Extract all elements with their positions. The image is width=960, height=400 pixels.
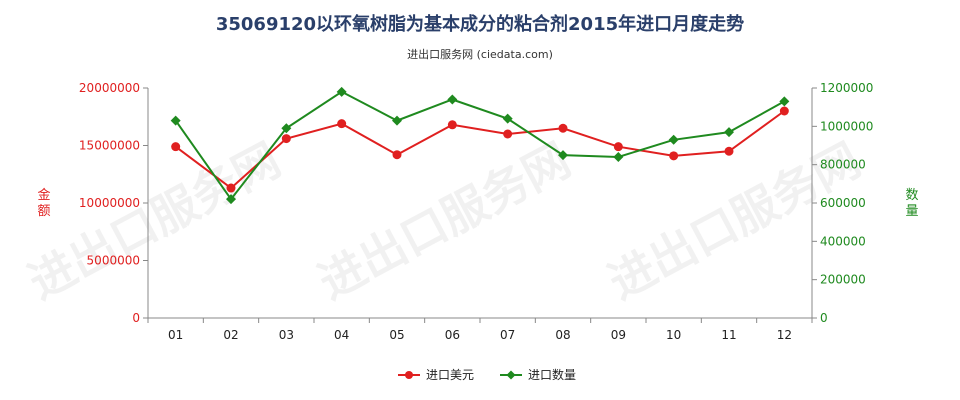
watermark: 进出口服务网 bbox=[20, 132, 289, 309]
data-point bbox=[503, 129, 513, 139]
left-tick-label: 0 bbox=[132, 311, 140, 325]
right-tick-label: 600000 bbox=[820, 196, 866, 210]
data-point bbox=[724, 127, 734, 138]
legend: 进口美元 进口数量 bbox=[398, 367, 576, 382]
right-tick-label: 0 bbox=[820, 311, 828, 325]
data-point bbox=[613, 142, 623, 152]
axes: 0 5000000 10000000 15000000 20000000 0 200000 4… bbox=[37, 81, 918, 342]
data-point bbox=[447, 120, 457, 130]
left-tick-label: 10000000 bbox=[79, 196, 140, 210]
right-tick-label: 1000000 bbox=[820, 119, 873, 133]
right-tick-label: 800000 bbox=[820, 158, 866, 172]
data-point bbox=[558, 123, 568, 133]
x-tick-label: 04 bbox=[334, 328, 349, 342]
legend-label: 进口数量 bbox=[528, 367, 576, 382]
x-tick-label: 01 bbox=[168, 328, 183, 342]
data-point bbox=[170, 115, 181, 126]
right-tick-label: 1200000 bbox=[820, 81, 873, 95]
x-tick-label: 10 bbox=[666, 328, 681, 342]
data-point bbox=[502, 113, 513, 124]
right-tick-label: 400000 bbox=[820, 234, 866, 248]
data-point bbox=[669, 151, 679, 161]
legend-swatch-marker bbox=[506, 370, 516, 380]
legend-swatch-marker bbox=[405, 371, 413, 379]
x-tick-label: 09 bbox=[611, 328, 626, 342]
right-tick-label: 200000 bbox=[820, 273, 866, 287]
data-point bbox=[779, 96, 790, 107]
x-tick-label: 03 bbox=[279, 328, 294, 342]
data-point bbox=[447, 94, 458, 105]
x-tick-label: 06 bbox=[445, 328, 460, 342]
x-tick-label: 12 bbox=[777, 328, 792, 342]
series-line bbox=[175, 110, 785, 190]
left-tick-label: 15000000 bbox=[79, 139, 140, 153]
x-tick-label: 02 bbox=[223, 328, 238, 342]
data-point bbox=[779, 106, 789, 116]
left-tick-label: 5000000 bbox=[87, 254, 140, 268]
data-point bbox=[392, 150, 402, 160]
data-point bbox=[226, 183, 236, 193]
data-point bbox=[281, 123, 292, 134]
legend-label: 进口美元 bbox=[426, 368, 474, 382]
data-point bbox=[668, 134, 679, 145]
chart-title: 35069120以环氧树脂为基本成分的粘合剂2015年进口月度走势 bbox=[216, 13, 744, 35]
data-point bbox=[558, 150, 568, 161]
x-tick-label: 11 bbox=[721, 328, 736, 342]
x-tick-label: 07 bbox=[500, 328, 515, 342]
x-tick-label: 05 bbox=[389, 328, 404, 342]
chart-subtitle: 进出口服务网 (ciedata.com) bbox=[407, 47, 553, 61]
watermark-layer: 进出口服务网 进出口服务网 进出口服务网 bbox=[20, 132, 869, 309]
series-line bbox=[174, 90, 785, 201]
data-point bbox=[226, 194, 236, 205]
x-tick-label: 08 bbox=[555, 328, 570, 342]
data-point bbox=[613, 152, 624, 162]
left-tick-label: 20000000 bbox=[79, 81, 140, 95]
series-layer bbox=[170, 86, 790, 205]
data-point bbox=[336, 86, 347, 97]
data-point bbox=[171, 142, 181, 152]
data-point bbox=[392, 115, 402, 126]
left-axis-title: 金额 bbox=[37, 187, 50, 219]
data-point bbox=[724, 146, 734, 156]
watermark: 进出口服务网 bbox=[310, 132, 579, 309]
data-point bbox=[281, 134, 291, 144]
right-axis-title: 数量 bbox=[905, 188, 918, 219]
data-point bbox=[337, 119, 347, 129]
